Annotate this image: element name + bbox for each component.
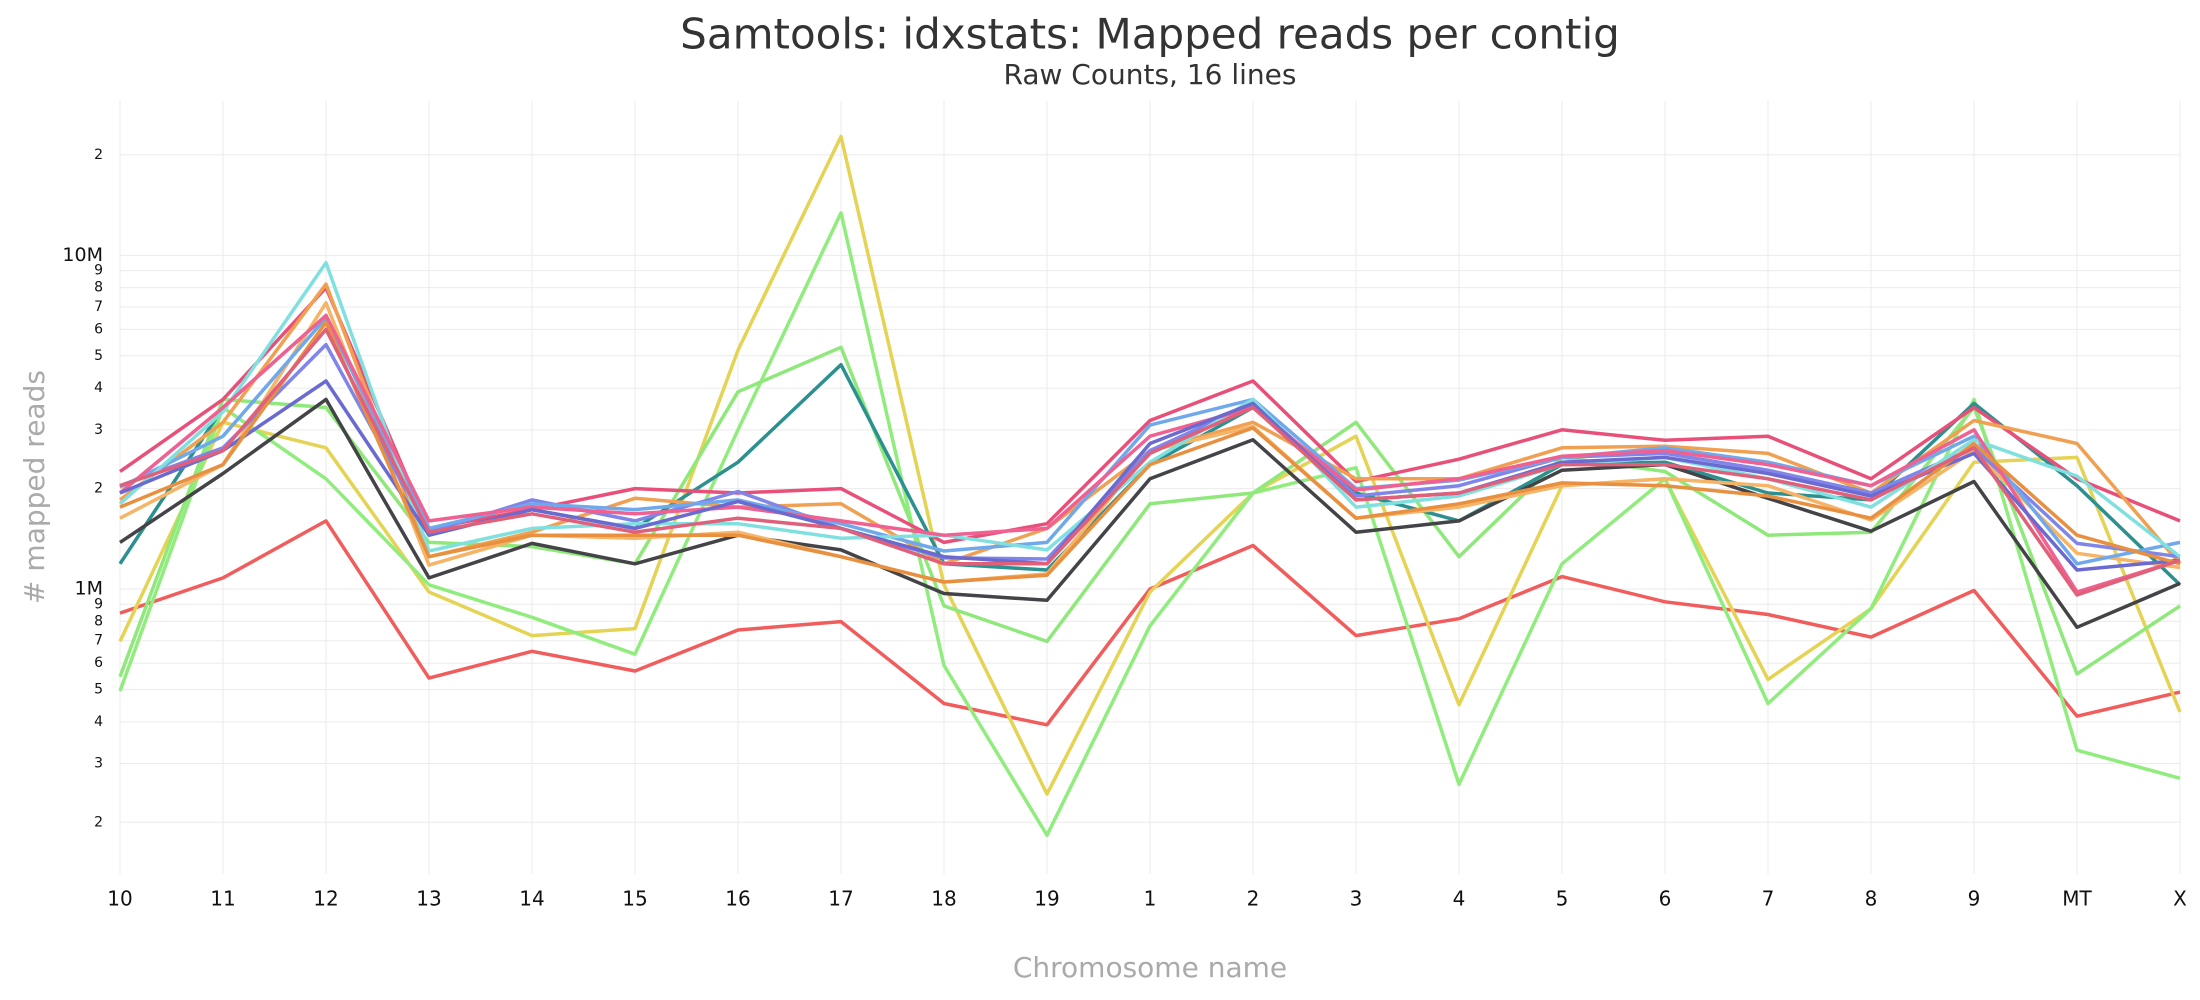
- y-tick-label: 6: [94, 655, 103, 671]
- x-tick-label: 10: [107, 887, 132, 911]
- series-line: [118, 260, 2182, 559]
- x-tick-label: 6: [1659, 887, 1672, 911]
- x-tick-label: 4: [1453, 887, 1466, 911]
- y-tick-label: 10M: [62, 244, 103, 266]
- y-tick-label: 8: [94, 613, 103, 629]
- x-tick-label: 9: [1968, 887, 1981, 911]
- series-line: [118, 313, 2181, 594]
- y-tick-label: 9: [94, 263, 103, 279]
- x-tick-label: 11: [210, 887, 235, 911]
- series-line: [119, 327, 2181, 597]
- y-tick-label: 6: [94, 321, 103, 337]
- chart-subtitle: Raw Counts, 16 lines: [1004, 58, 1297, 91]
- x-tick-label: 12: [313, 887, 338, 911]
- x-tick-label: X: [2173, 887, 2187, 911]
- x-axis-title: Chromosome name: [1013, 951, 1287, 984]
- y-tick-label: 8: [94, 280, 103, 296]
- grid: [119, 101, 2181, 874]
- x-tick-label: 2: [1247, 887, 1260, 911]
- y-tick-label: 4: [94, 380, 103, 396]
- y-tick-label: 5: [94, 682, 103, 698]
- x-tick-label: 17: [828, 887, 853, 911]
- y-tick-label: 1M: [75, 578, 103, 600]
- series-line: [118, 211, 2181, 837]
- x-tick-label: 8: [1865, 887, 1878, 911]
- y-axis-title: # mapped reads: [18, 370, 51, 604]
- x-tick-label: 3: [1350, 887, 1363, 911]
- y-tick-label: 3: [94, 756, 103, 772]
- y-tick-label: 3: [94, 422, 103, 438]
- x-tick-label: 13: [416, 887, 441, 911]
- x-tick-label: 14: [519, 887, 544, 911]
- x-tick-label: 1: [1144, 887, 1157, 911]
- x-tick-label: 16: [725, 887, 750, 911]
- x-tick-label: MT: [2062, 887, 2092, 911]
- y-tick-label: 7: [94, 633, 103, 649]
- y-tick-label: 7: [94, 299, 103, 315]
- y-tick-label: 5: [94, 348, 103, 364]
- chart-title: Samtools: idxstats: Mapped reads per con…: [680, 10, 1620, 59]
- x-tick-label: 5: [1556, 887, 1569, 911]
- series-line: [119, 519, 2181, 727]
- y-tick-label: 2: [94, 481, 103, 497]
- series-line: [119, 320, 2181, 584]
- x-tick-label: 7: [1762, 887, 1775, 911]
- series-line: [119, 397, 2181, 630]
- x-tick-label: 19: [1034, 887, 1059, 911]
- x-tick-label: 15: [622, 887, 647, 911]
- x-tick-label: 18: [931, 887, 956, 911]
- y-tick-label: 2: [94, 814, 103, 830]
- y-tick-label: 4: [94, 714, 103, 730]
- lines: [118, 134, 2182, 837]
- y-tick-label: 2: [94, 147, 103, 163]
- series-line: [118, 134, 2182, 796]
- y-tick-label: 9: [94, 596, 103, 612]
